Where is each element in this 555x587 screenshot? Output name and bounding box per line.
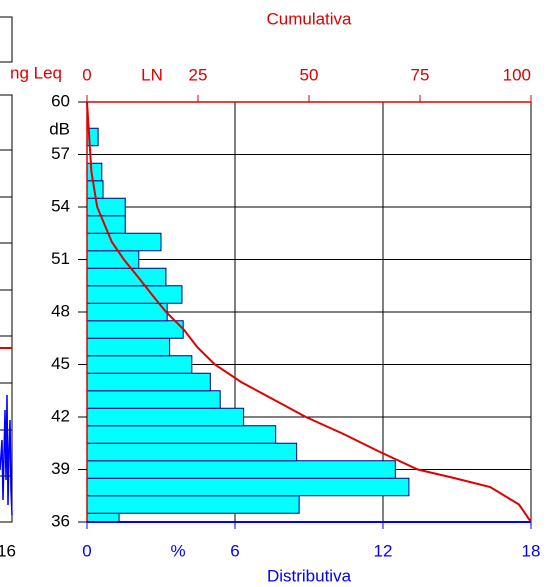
bar	[86, 320, 184, 339]
top-tick-label: 50	[300, 65, 319, 84]
side-panel: ng Leq 3.16	[0, 16, 62, 560]
y-tick-label: 36	[51, 511, 70, 530]
bar	[86, 250, 140, 269]
bar	[86, 372, 211, 392]
side-value: 3.16	[0, 541, 16, 560]
bar	[86, 460, 396, 479]
x-tick-label: 0	[82, 541, 91, 560]
x-axis-title: Distributiva	[267, 566, 352, 585]
bar	[86, 477, 410, 497]
cumulative-line	[86, 101, 532, 523]
x-tick-label: 6	[230, 541, 239, 560]
top-tick-label: 25	[189, 65, 208, 84]
top-axis-title: Cumulativa	[266, 9, 352, 28]
side-signal	[0, 394, 13, 516]
y-tick-label: 51	[51, 249, 70, 268]
top-tick-label: 100	[503, 65, 531, 84]
side-plot	[0, 94, 13, 523]
top-tick-label: 75	[411, 65, 430, 84]
y-tick-label: 60	[51, 91, 70, 110]
bar	[86, 495, 300, 514]
top-axis-label: LN	[141, 65, 163, 84]
top-tick-label: 0	[82, 65, 91, 84]
bar	[86, 302, 168, 322]
bar	[86, 355, 193, 374]
y-tick-label: 42	[51, 406, 70, 425]
bar	[86, 232, 162, 252]
bar	[86, 425, 277, 444]
bar	[86, 285, 183, 304]
y-tick-label: 48	[51, 301, 70, 320]
side-legend: ng Leq	[10, 63, 62, 82]
y-tick-label: 57	[51, 144, 70, 163]
y-tick-label: 45	[51, 354, 70, 373]
bar	[86, 267, 167, 287]
bar	[86, 407, 245, 427]
bar	[86, 512, 120, 523]
x-tick-label: 12	[374, 541, 393, 560]
bar	[86, 390, 221, 409]
bar	[86, 197, 126, 217]
x-unit-label: %	[170, 541, 185, 560]
bar	[86, 337, 171, 357]
side-box	[0, 16, 13, 63]
y-unit-label: dB	[49, 119, 70, 138]
bar	[86, 442, 298, 462]
x-tick-label: 18	[522, 541, 541, 560]
y-tick-label: 39	[51, 459, 70, 478]
bar	[86, 162, 103, 182]
y-tick-label: 54	[51, 196, 70, 215]
